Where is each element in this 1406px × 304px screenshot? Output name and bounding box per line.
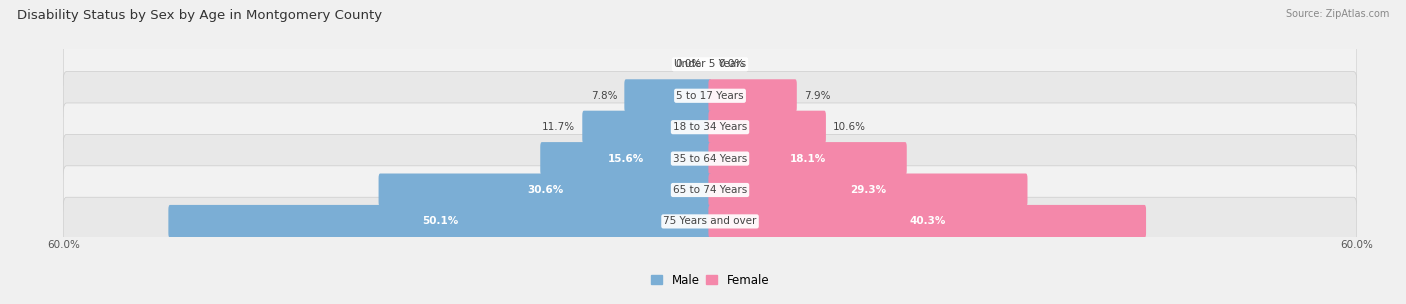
Text: 35 to 64 Years: 35 to 64 Years bbox=[673, 154, 747, 164]
Text: 30.6%: 30.6% bbox=[527, 185, 564, 195]
FancyBboxPatch shape bbox=[709, 205, 1146, 238]
FancyBboxPatch shape bbox=[540, 142, 711, 175]
Text: 7.9%: 7.9% bbox=[804, 91, 831, 101]
Text: 50.1%: 50.1% bbox=[422, 216, 458, 226]
Text: 18 to 34 Years: 18 to 34 Years bbox=[673, 122, 747, 132]
Text: 10.6%: 10.6% bbox=[832, 122, 866, 132]
Text: 0.0%: 0.0% bbox=[675, 59, 702, 69]
FancyBboxPatch shape bbox=[624, 79, 711, 112]
FancyBboxPatch shape bbox=[63, 71, 1357, 120]
Text: 75 Years and over: 75 Years and over bbox=[664, 216, 756, 226]
Text: 0.0%: 0.0% bbox=[718, 59, 745, 69]
FancyBboxPatch shape bbox=[63, 103, 1357, 151]
FancyBboxPatch shape bbox=[63, 197, 1357, 246]
FancyBboxPatch shape bbox=[709, 79, 797, 112]
FancyBboxPatch shape bbox=[709, 111, 825, 144]
FancyBboxPatch shape bbox=[63, 134, 1357, 183]
Text: 29.3%: 29.3% bbox=[849, 185, 886, 195]
Text: 7.8%: 7.8% bbox=[591, 91, 617, 101]
FancyBboxPatch shape bbox=[169, 205, 711, 238]
FancyBboxPatch shape bbox=[378, 174, 711, 206]
Text: Source: ZipAtlas.com: Source: ZipAtlas.com bbox=[1285, 9, 1389, 19]
FancyBboxPatch shape bbox=[63, 40, 1357, 88]
Legend: Male, Female: Male, Female bbox=[645, 269, 775, 292]
Text: 15.6%: 15.6% bbox=[607, 154, 644, 164]
Text: 18.1%: 18.1% bbox=[789, 154, 825, 164]
Text: 40.3%: 40.3% bbox=[910, 216, 945, 226]
Text: Under 5 Years: Under 5 Years bbox=[673, 59, 747, 69]
FancyBboxPatch shape bbox=[582, 111, 711, 144]
Text: 65 to 74 Years: 65 to 74 Years bbox=[673, 185, 747, 195]
Text: Disability Status by Sex by Age in Montgomery County: Disability Status by Sex by Age in Montg… bbox=[17, 9, 382, 22]
FancyBboxPatch shape bbox=[709, 142, 907, 175]
Text: 11.7%: 11.7% bbox=[543, 122, 575, 132]
FancyBboxPatch shape bbox=[709, 174, 1028, 206]
Text: 5 to 17 Years: 5 to 17 Years bbox=[676, 91, 744, 101]
FancyBboxPatch shape bbox=[63, 166, 1357, 214]
